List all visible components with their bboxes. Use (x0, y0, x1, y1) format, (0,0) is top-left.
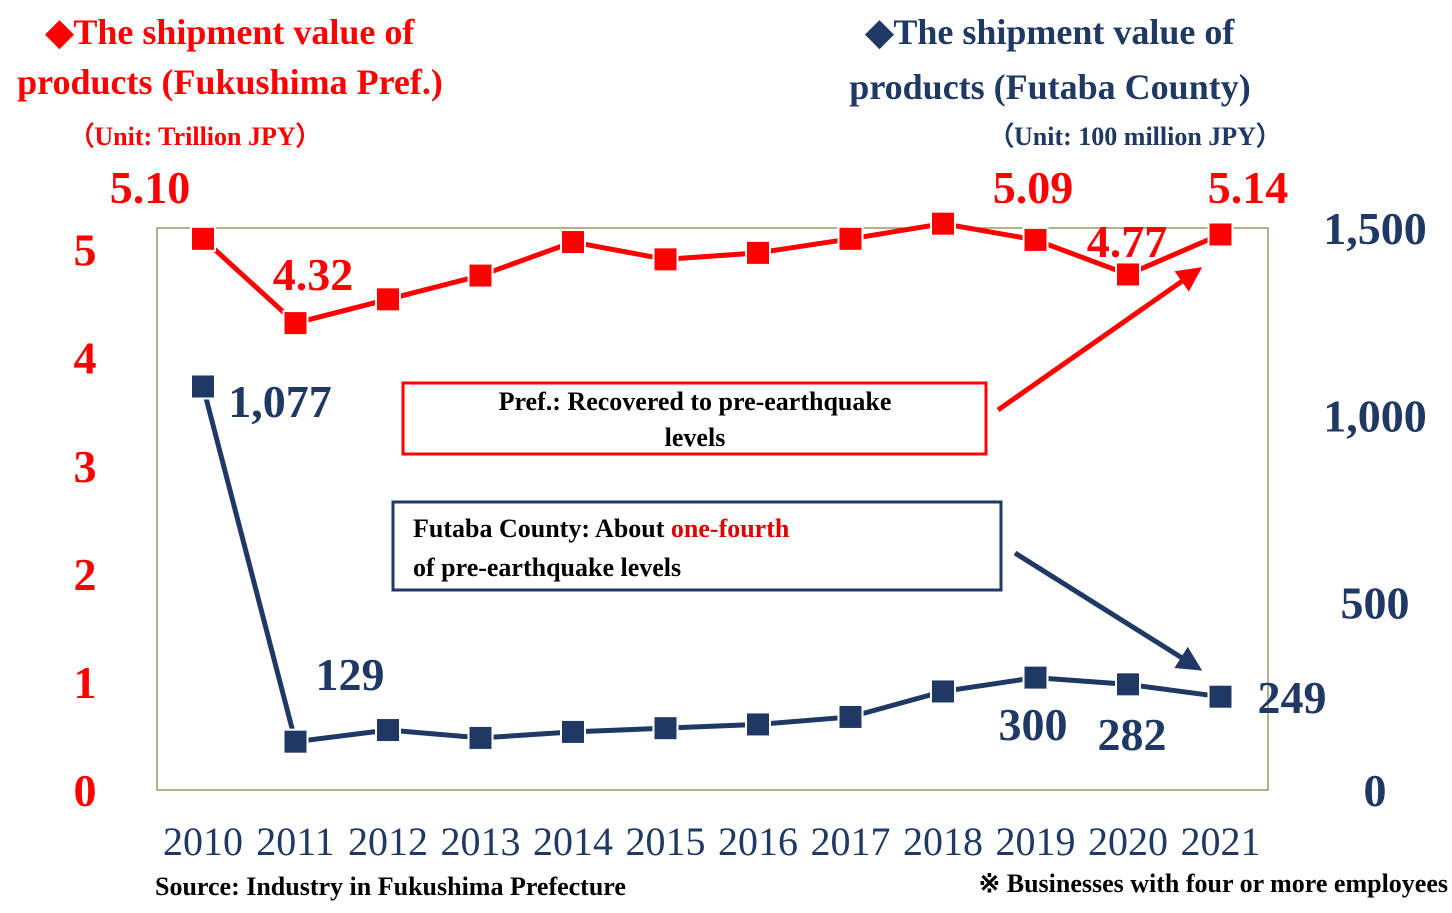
x-tick-label: 2020 (1088, 819, 1168, 864)
annotation-box (391, 500, 1003, 592)
x-tick-label: 2015 (626, 819, 706, 864)
x-tick-label: 2021 (1181, 819, 1261, 864)
point (282, 728, 309, 755)
point (375, 717, 401, 744)
data-label: 300 (999, 699, 1068, 750)
y2-tick-label: 500 (1341, 578, 1410, 629)
point (837, 225, 864, 252)
y-tick-label: 5 (74, 225, 97, 276)
data-label: 5.10 (110, 162, 191, 213)
y2-tick-label: 0 (1364, 765, 1387, 816)
x-tick-label: 2019 (996, 819, 1076, 864)
data-label: 129 (316, 649, 385, 700)
annotation: of pre-earthquake levels (413, 553, 681, 582)
unit-right: （Unit: 100 million JPY） (988, 122, 1282, 151)
y-tick-label: 1 (74, 657, 97, 708)
point (837, 703, 864, 730)
y-tick-label: 3 (74, 441, 97, 492)
arrow (996, 267, 1203, 413)
x-tick-label: 2013 (441, 819, 521, 864)
annotation-box (401, 381, 988, 456)
source: Source: Industry in Fukushima Prefecture (155, 872, 626, 901)
unit-left: （Unit: Trillion JPY） (68, 122, 321, 151)
point (560, 229, 586, 256)
point (745, 239, 771, 266)
x-tick-label: 2018 (903, 819, 983, 864)
data-label: 4.32 (273, 249, 354, 300)
data-label: 5.09 (993, 162, 1074, 213)
point (745, 711, 771, 738)
series-line (201, 221, 1222, 326)
data-label: 1,077 (228, 376, 332, 427)
x-tick-label: 2012 (348, 819, 428, 864)
point (467, 262, 494, 289)
y2-tick-label: 1,500 (1323, 203, 1427, 254)
y-tick-label: 4 (74, 333, 97, 384)
point (1115, 671, 1141, 698)
point (467, 724, 494, 751)
chart-title-left: ◆The shipment value of products (Fukushim… (17, 12, 443, 102)
series-line (200, 385, 1221, 745)
y2-tick-label: 1,000 (1323, 390, 1427, 441)
point (282, 310, 309, 337)
arrow (1013, 550, 1203, 671)
point (560, 718, 586, 745)
point (1115, 261, 1141, 288)
point (930, 210, 956, 237)
point (1022, 226, 1049, 253)
x-tick-label: 2014 (533, 819, 613, 864)
data-label: 4.77 (1087, 216, 1168, 267)
annotation: Futaba County: About one-fourth (413, 514, 790, 543)
annotation-part: Futaba County: About (413, 514, 671, 543)
point (1022, 664, 1049, 691)
data-label: 5.14 (1208, 162, 1289, 213)
point (1207, 221, 1234, 248)
point (652, 715, 679, 742)
x-tick-label: 2017 (811, 819, 891, 864)
point (652, 246, 679, 273)
point (930, 678, 956, 705)
x-tick-label: 2010 (163, 819, 243, 864)
y-tick-label: 0 (74, 765, 97, 816)
chart-title-right: ◆The shipment value of products (Futaba C… (849, 12, 1250, 107)
point (190, 225, 216, 252)
point (190, 373, 216, 400)
x-tick-label: 2011 (256, 819, 335, 864)
plot-frame (156, 227, 1269, 791)
note: ※ Businesses with four or more employees (978, 869, 1448, 898)
data-label: 249 (1258, 672, 1327, 723)
annotation-part: one-fourth (671, 514, 790, 543)
data-label: 282 (1098, 709, 1167, 760)
y-tick-label: 2 (74, 549, 97, 600)
annotation: Pref.: Recovered to pre-earthquake levels (499, 387, 892, 452)
x-tick-label: 2016 (718, 819, 798, 864)
point (1207, 683, 1234, 710)
point (375, 286, 401, 313)
